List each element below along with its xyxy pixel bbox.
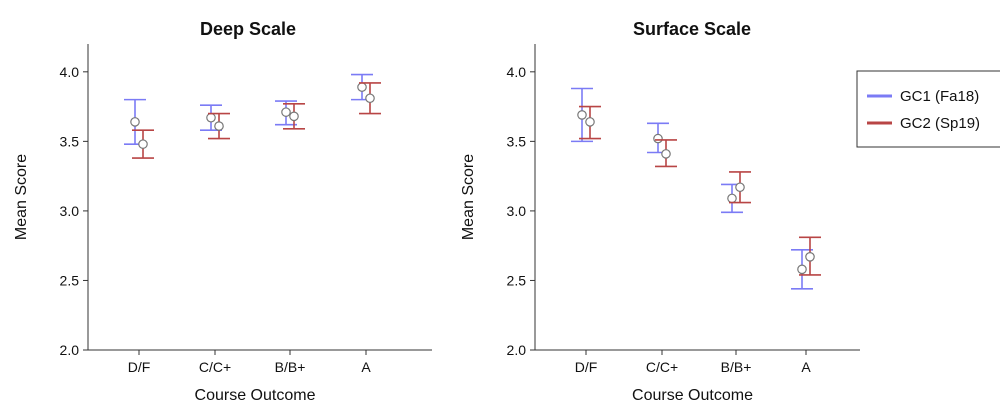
x-axis-label: Course Outcome: [195, 387, 316, 404]
y-axis-label: Mean Score: [460, 154, 477, 240]
x-tick-label: C/C+: [646, 359, 678, 375]
mean-point: [661, 149, 671, 159]
y-tick-label: 3.0: [507, 203, 527, 219]
y-tick-label: 4.0: [507, 64, 527, 80]
x-tick-label: B/B+: [275, 359, 306, 375]
x-tick-label: A: [801, 359, 811, 375]
x-tick-label: D/F: [128, 359, 151, 375]
chart-panel-2: Surface Scale 2.0 2.5 3.0 3.5 4.0 D/F C/C+ B/B+ A…: [460, 19, 860, 404]
chart-title: Deep Scale: [200, 19, 296, 39]
mean-point: [735, 182, 745, 193]
legend-box: [856, 70, 1000, 148]
y-tick-label: 2.0: [507, 342, 527, 358]
x-tick-label: D/F: [575, 359, 598, 375]
mean-point: [138, 139, 148, 149]
mean-point: [281, 107, 291, 117]
y-tick-label: 3.5: [60, 133, 80, 149]
legend: GC1 (Fa18) GC2 (Sp19): [856, 70, 1000, 148]
mean-point: [214, 121, 224, 131]
y-tick-label: 3.5: [507, 133, 527, 149]
x-tick-label: A: [361, 359, 371, 375]
y-tick-label: 3.0: [60, 203, 80, 219]
mean-point: [805, 252, 815, 262]
mean-point: [577, 110, 587, 120]
mean-point: [289, 111, 299, 122]
mean-point: [206, 112, 216, 123]
mean-point: [797, 264, 807, 275]
mean-point: [357, 82, 367, 92]
y-tick-label: 2.5: [507, 272, 527, 288]
mean-point: [585, 117, 595, 127]
y-tick-label: 2.0: [60, 342, 80, 358]
mean-point: [365, 93, 375, 104]
legend-item-label: GC2 (Sp19): [900, 115, 980, 132]
y-tick-label: 2.5: [60, 272, 80, 288]
chart-title: Surface Scale: [633, 19, 751, 39]
mean-point: [130, 117, 140, 127]
x-tick-label: B/B+: [721, 359, 752, 375]
y-tick-label: 4.0: [60, 64, 80, 80]
mean-point: [653, 133, 663, 144]
legend-item-label: GC1 (Fa18): [900, 88, 979, 105]
x-axis-label: Course Outcome: [632, 387, 753, 404]
chart-panel-1: Deep Scale 2.0 2.5 3.0 3.5 4.0 D/F C/C+ B/B+ A Cou…: [13, 19, 432, 404]
x-tick-label: C/C+: [199, 359, 231, 375]
y-axis-label: Mean Score: [13, 154, 30, 240]
mean-point: [727, 193, 737, 204]
